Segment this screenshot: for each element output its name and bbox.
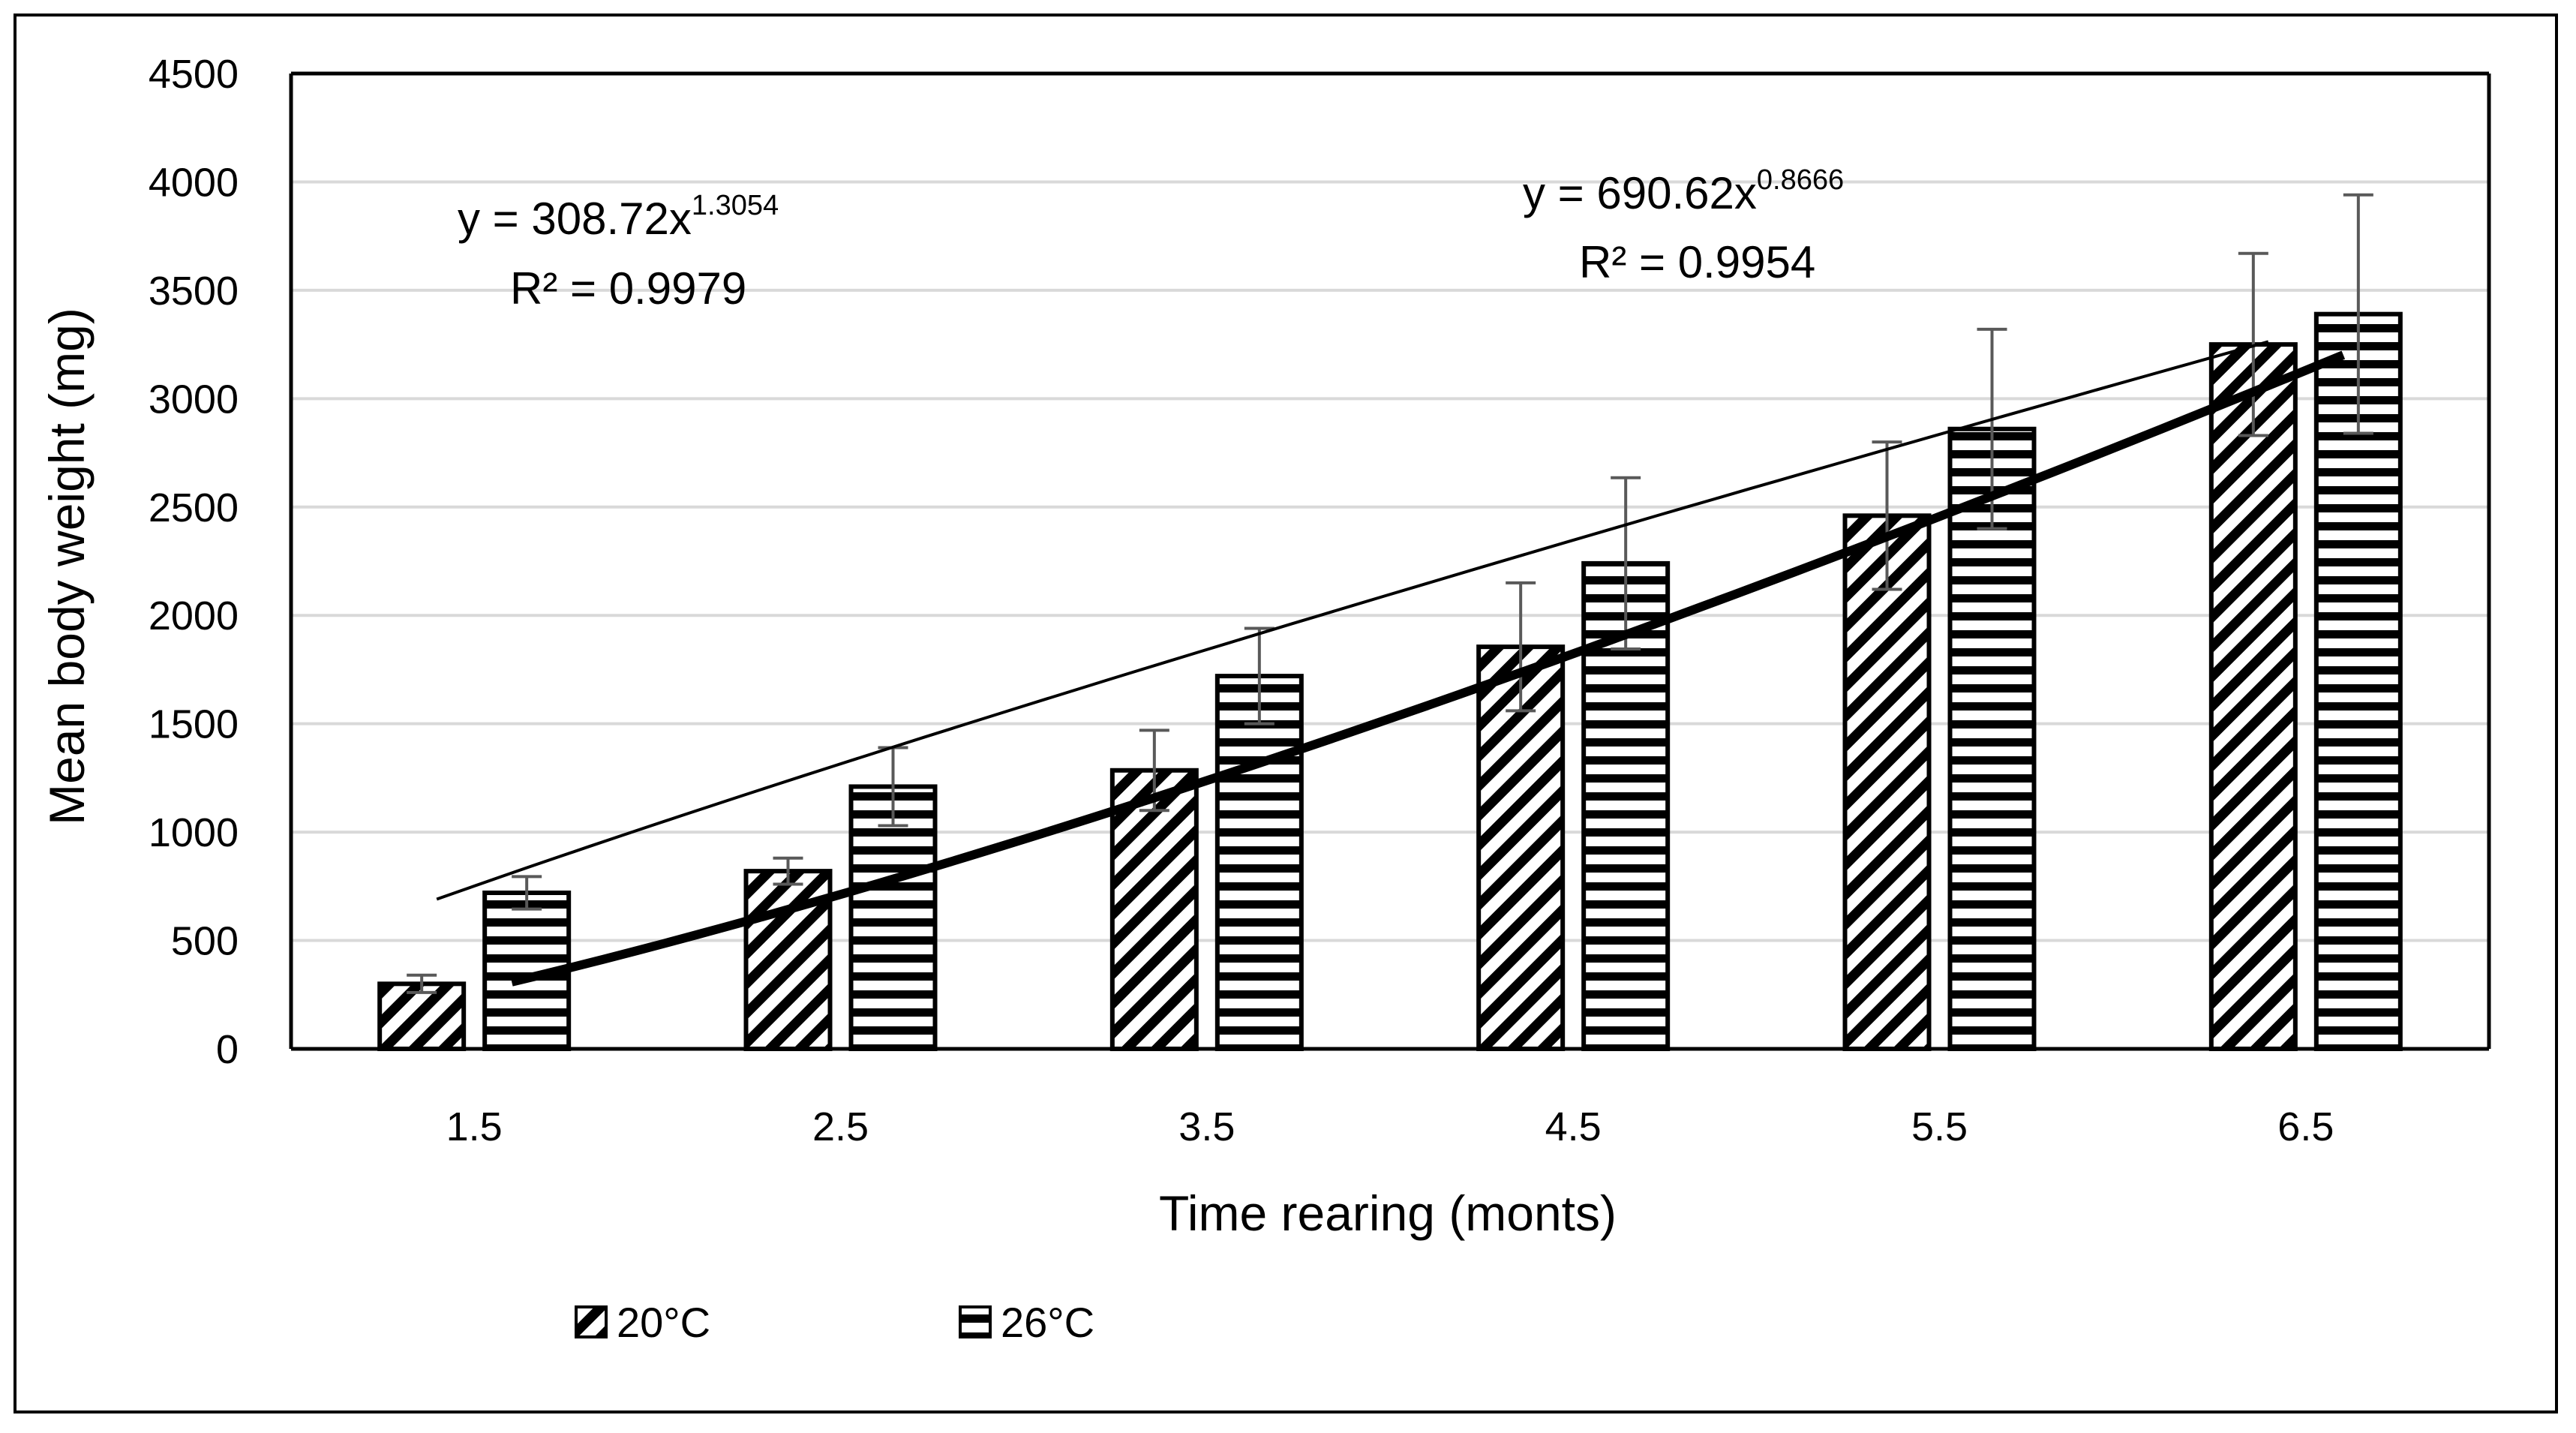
legend-label-26c: 26°C <box>1001 1299 1094 1346</box>
x-tick-label: 5.5 <box>1911 1104 1968 1149</box>
legend-label-20c: 20°C <box>617 1299 710 1346</box>
bar-26c <box>848 784 938 1051</box>
trendline-r2-20c: R² = 0.9979 <box>510 263 746 314</box>
y-tick-label: 1000 <box>149 810 239 855</box>
bar-20c <box>1109 768 1199 1052</box>
legend-swatch-20c <box>575 1305 608 1338</box>
y-tick-label: 2000 <box>149 593 239 638</box>
x-tick-label: 4.5 <box>1545 1104 1602 1149</box>
y-tick-label: 3500 <box>149 269 239 314</box>
y-tick-label: 3000 <box>149 377 239 422</box>
y-tick-label: 0 <box>216 1027 239 1072</box>
bar-20c <box>2208 342 2298 1052</box>
y-tick-label: 2500 <box>149 485 239 530</box>
y-tick-labels: 0 500 1000 1500 2000 2500 3000 3500 4000 4500 <box>149 52 239 1072</box>
trendline-equation-20c-base: y = 308.72x <box>458 194 692 244</box>
x-tick-labels: 1.5 2.5 3.5 4.5 5.5 6.5 <box>446 1104 2334 1149</box>
x-tick-label: 1.5 <box>446 1104 503 1149</box>
y-tick-label: 500 <box>171 919 239 964</box>
trendline-20c <box>510 350 2346 987</box>
legend: 20°C 26°C <box>575 1299 1094 1346</box>
y-tick-label: 4500 <box>149 52 239 97</box>
trendline-equation-26c-base: y = 690.62x <box>1523 168 1757 218</box>
trendline-equation-26c: y = 690.62x0.8666 <box>1523 164 1844 218</box>
trendlines <box>436 340 2346 987</box>
x-tick-label: 3.5 <box>1178 1104 1235 1149</box>
trendline-26c <box>436 340 2269 901</box>
bar-26c <box>1947 426 2037 1051</box>
trendline-equation-20c-exponent: 1.3054 <box>692 190 779 221</box>
x-tick-label: 2.5 <box>812 1104 869 1149</box>
bar-26c <box>1214 674 1304 1051</box>
trendline-equation-20c: y = 308.72x1.3054 <box>458 190 779 244</box>
trendline-equation-26c-exponent: 0.8666 <box>1757 164 1844 196</box>
legend-swatch-26c <box>959 1305 992 1338</box>
y-tick-label: 1500 <box>149 702 239 747</box>
bar-20c <box>1842 513 1932 1051</box>
x-tick-label: 6.5 <box>2277 1104 2334 1149</box>
trendline-r2-26c: R² = 0.9954 <box>1579 237 1815 287</box>
y-tick-label: 4000 <box>149 160 239 205</box>
x-axis-title: Time rearing (monts) <box>1159 1185 1617 1241</box>
axes <box>289 71 2491 1051</box>
y-axis-title: Mean body weight (mg) <box>39 308 95 825</box>
